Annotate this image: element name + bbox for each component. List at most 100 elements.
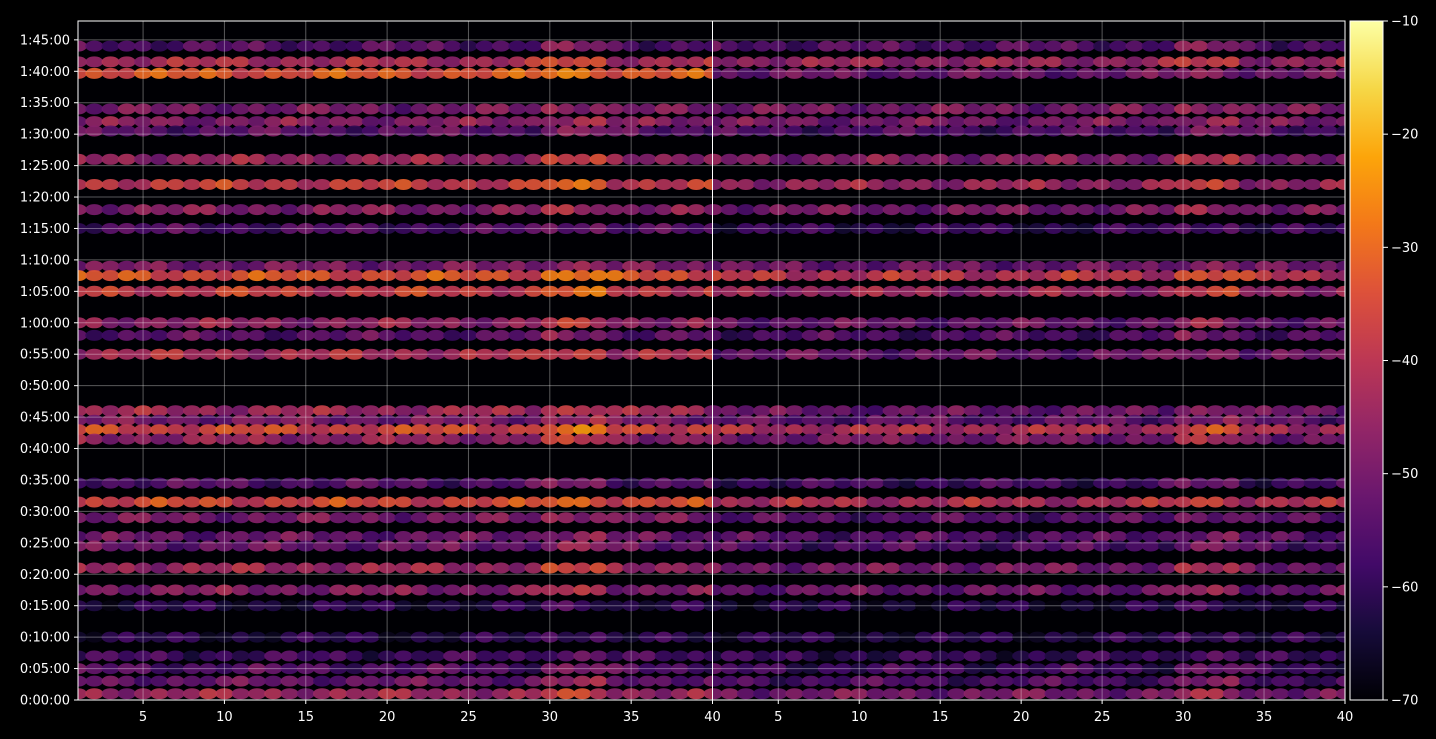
heatmap-cell: [378, 153, 397, 165]
heatmap-cell: [1238, 204, 1257, 216]
heatmap-cell: [720, 405, 739, 417]
heatmap-cell: [117, 688, 136, 700]
heatmap-cell: [1303, 285, 1322, 297]
heatmap-cell: [801, 688, 820, 700]
heatmap-cell: [834, 688, 852, 700]
heatmap-cell: [248, 329, 266, 341]
heatmap-cell: [443, 540, 462, 552]
heatmap-cell: [850, 40, 869, 52]
heatmap-cell: [459, 600, 478, 612]
heatmap-cell: [1012, 103, 1031, 115]
heatmap-cell: [850, 329, 869, 341]
heatmap-cell: [996, 103, 1014, 115]
heatmap-cell: [345, 650, 364, 662]
heatmap-cell: [459, 153, 478, 165]
heatmap-cell: [134, 56, 153, 68]
heatmap-cell: [898, 650, 917, 662]
heatmap-cell: [1271, 531, 1290, 542]
heatmap-cell: [1303, 531, 1322, 542]
heatmap-cell: [1157, 285, 1176, 297]
heatmap-cell: [134, 405, 153, 417]
heatmap-cell: [313, 477, 331, 489]
heatmap-cell: [671, 329, 689, 341]
heatmap-cell: [622, 675, 641, 687]
heatmap-cell: [1060, 317, 1079, 329]
heatmap-cell: [882, 179, 901, 190]
heatmap-cell: [654, 270, 673, 282]
heatmap-cell: [182, 260, 201, 272]
heatmap-cell: [508, 125, 527, 137]
heatmap-cell: [1044, 531, 1063, 542]
heatmap-cell: [134, 260, 153, 272]
heatmap-cell: [361, 116, 380, 128]
heatmap-cell: [687, 40, 706, 52]
heatmap-cell: [426, 496, 445, 508]
heatmap-cell: [622, 688, 641, 700]
heatmap-cell: [703, 223, 712, 234]
heatmap-cell: [117, 285, 136, 297]
heatmap-cell: [1109, 496, 1128, 508]
heatmap-cell: [1093, 531, 1112, 542]
heatmap-cell: [1076, 285, 1095, 297]
heatmap-cell: [769, 405, 788, 417]
heatmap-cell: [736, 540, 755, 552]
y-tick-label: 0:15:00: [20, 599, 70, 614]
heatmap-cell: [182, 116, 201, 128]
heatmap-cell: [573, 584, 592, 596]
heatmap-cell: [1271, 496, 1290, 508]
heatmap-cell: [492, 512, 510, 524]
heatmap-cell: [1255, 125, 1273, 137]
heatmap-cell: [1060, 433, 1079, 445]
heatmap-cell: [199, 317, 218, 329]
heatmap-cell: [508, 424, 527, 436]
heatmap-cell: [979, 675, 998, 687]
heatmap-cell: [1012, 67, 1031, 79]
heatmap-cell: [248, 270, 266, 282]
heatmap-cell: [753, 562, 772, 574]
heatmap-cell: [1206, 631, 1225, 643]
heatmap-cell: [638, 40, 657, 52]
heatmap-cell: [378, 540, 397, 552]
heatmap-cell: [834, 317, 852, 329]
heatmap-cell: [345, 424, 364, 436]
heatmap-cell: [720, 477, 739, 489]
heatmap-cell: [589, 688, 608, 700]
heatmap-cell: [85, 179, 104, 190]
heatmap-cell: [345, 512, 364, 524]
heatmap-cell: [1271, 424, 1290, 436]
heatmap-cell: [573, 675, 592, 687]
heatmap-cell: [345, 223, 364, 234]
heatmap-cell: [589, 67, 608, 79]
heatmap-cell: [979, 405, 998, 417]
heatmap-cell: [963, 675, 982, 687]
heatmap-cell: [589, 223, 608, 234]
heatmap-cell: [866, 270, 885, 282]
heatmap-cell: [882, 67, 901, 79]
heatmap-cell: [215, 103, 234, 115]
heatmap-cell: [947, 414, 966, 426]
heatmap-cell: [117, 260, 136, 272]
heatmap-cell: [78, 512, 87, 524]
heatmap-cell: [687, 663, 706, 675]
heatmap-cell: [134, 317, 153, 329]
heatmap-cell: [931, 285, 950, 297]
y-tick-label: 0:35:00: [20, 473, 70, 488]
heatmap-cell: [182, 153, 201, 165]
heatmap-cell: [1303, 204, 1322, 216]
heatmap-cell: [1222, 600, 1241, 612]
heatmap-cell: [915, 56, 933, 68]
heatmap-cell: [931, 125, 950, 137]
heatmap-cell: [443, 477, 462, 489]
heatmap-cell: [769, 285, 788, 297]
heatmap-cell: [361, 496, 380, 508]
heatmap-cell: [1174, 204, 1193, 216]
heatmap-cell: [753, 116, 772, 128]
heatmap-cell: [687, 270, 706, 282]
heatmap-cell: [963, 600, 982, 612]
heatmap-cell: [1174, 67, 1193, 79]
heatmap-cell: [182, 600, 201, 612]
heatmap-cell: [248, 116, 266, 128]
heatmap-cell: [1319, 103, 1338, 115]
heatmap-cell: [573, 433, 592, 445]
heatmap-cell: [1076, 584, 1095, 596]
